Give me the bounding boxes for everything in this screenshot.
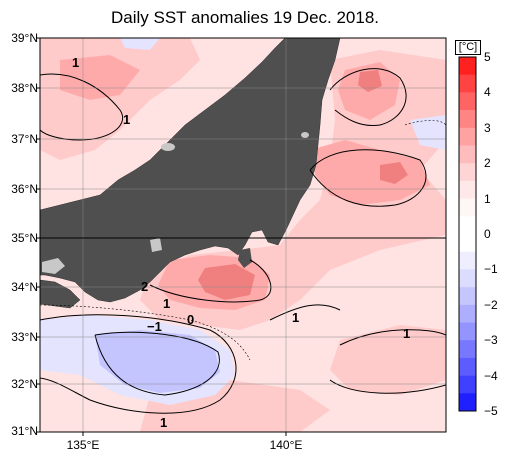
colorbar-swatch [459,145,476,164]
contour-label: 1 [292,310,299,325]
contour-label: 1 [123,112,130,127]
land-honshu [40,38,341,303]
contour-lines [40,68,446,414]
map-frame [39,37,447,433]
contour-label: 1 [160,415,167,430]
colorbar-swatch [459,163,476,182]
contour-lines-zero [40,120,446,361]
colorbar-tick-label: −4 [484,368,498,383]
colorbar-tick-label: −2 [484,297,498,312]
colorbar-swatch [459,322,476,341]
colorbar [459,57,476,412]
lat-label: 38°N [11,81,38,95]
warm-anomaly-strong [198,70,408,300]
contour-label: 0 [187,312,194,327]
contour-label: 1 [163,296,170,311]
colorbar-tick-label: 5 [484,50,491,64]
colorbar-swatch [459,304,476,323]
lat-label: 34°N [11,280,38,294]
colorbar-tick-label: 0 [484,227,491,241]
colorbar-swatch [459,269,476,288]
colorbar-tick-label: 2 [484,156,491,171]
colorbar-swatch [459,251,476,270]
colorbar-swatch [459,393,476,412]
contour-label: 1 [72,55,79,70]
map-area: 1 1 2 1 0 −1 1 1 1 [40,38,446,432]
lat-label: 39°N [11,31,38,45]
colorbar-swatch [459,287,476,306]
cool-anomaly-mid [95,330,220,393]
colorbar-tick-label: 4 [484,85,491,100]
lat-label: 35°N [11,231,38,245]
colorbar-swatch [459,216,476,235]
contour-label: 2 [141,279,148,294]
colorbar-swatch [459,357,476,376]
colorbar-tick-label: 1 [484,191,491,206]
colorbar-tick-label: −3 [484,333,498,348]
colorbar-swatch [459,340,476,359]
colorbar-tick-label: 3 [484,120,491,135]
lat-label: 36°N [11,182,38,196]
lon-label: 135°E [66,438,100,452]
colorbar-unit: [°C] [455,40,481,55]
colorbar-swatch [459,127,476,146]
colorbar-tick-label: −1 [484,262,498,277]
colorbar-swatch [459,57,476,75]
contour-label: −1 [147,319,162,334]
colorbar-swatch [459,375,476,394]
axis-ticks [36,37,287,436]
colorbar-frame [458,56,477,412]
lat-label: 31°N [11,424,38,438]
lon-label: 140°E [269,438,303,452]
colorbar-swatch [459,74,476,93]
colorbar-swatch [459,234,476,252]
lat-label: 37°N [11,132,38,146]
lat-label: 32°N [11,377,38,391]
colorbar-swatch [459,180,476,199]
contour-label: 1 [403,326,410,341]
colorbar-swatch [459,110,476,129]
grid-lines [40,38,446,432]
colorbar-swatch [459,92,476,111]
lat-label: 33°N [11,330,38,344]
colorbar-tick-label: −5 [484,404,498,418]
contour-labels: 1 1 2 1 0 −1 1 1 1 [72,55,410,430]
land-izu [238,248,252,268]
lakes [42,132,309,274]
colorbar-swatch [459,198,476,217]
map-title: Daily SST anomalies 19 Dec. 2018. [110,8,380,27]
